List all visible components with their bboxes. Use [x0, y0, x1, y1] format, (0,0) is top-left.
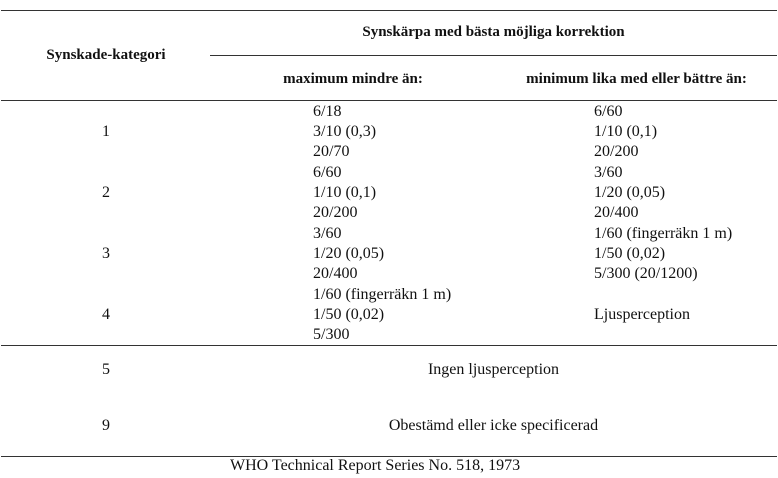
max-acuity-value: 1/20 (0,05): [313, 245, 385, 262]
category-cell: 2: [102, 184, 110, 201]
min-acuity-cell: 6/60 1/10 (0,1) 20/200: [594, 102, 657, 162]
category-cell: 3: [102, 245, 110, 262]
category-4-bottom-rule: [1, 345, 777, 346]
spanning-acuity-cell: Obestämd eller icke specificerad: [388, 417, 599, 434]
max-acuity-value: 1/60 (fingerräkn 1 m): [313, 286, 452, 303]
min-acuity-cell: Ljusperception: [594, 305, 690, 325]
min-acuity-value: 20/200: [594, 143, 639, 160]
min-acuity-value: 1/60 (fingerräkn 1 m): [594, 225, 733, 242]
min-acuity-value: 1/20 (0,05): [594, 184, 666, 201]
max-acuity-cell: 1/60 (fingerräkn 1 m) 1/50 (0,02) 5/300: [313, 285, 451, 345]
category-cell: 4: [102, 306, 110, 323]
min-acuity-cell: 1/60 (fingerräkn 1 m) 1/50 (0,02) 5/300 …: [594, 224, 732, 284]
max-acuity-value: 5/300: [313, 326, 350, 343]
max-acuity-value: 3/60: [313, 225, 342, 242]
max-column-header: maximum mindre än:: [283, 71, 423, 87]
header-group-rule: [210, 55, 777, 56]
acuity-group-header: Synskärpa med bästa möjliga korrektion: [362, 24, 625, 40]
max-acuity-value: 3/10 (0,3): [313, 123, 377, 140]
max-acuity-value: 6/60: [313, 164, 342, 181]
min-acuity-value: 6/60: [594, 103, 623, 120]
category-cell: 5: [102, 361, 110, 378]
table-top-rule: [1, 10, 777, 11]
source-note: WHO Technical Report Series No. 518, 197…: [230, 457, 521, 474]
min-acuity-value: 1/50 (0,02): [594, 245, 666, 262]
min-acuity-value: Ljusperception: [594, 306, 690, 323]
max-acuity-value: 1/10 (0,1): [313, 184, 377, 201]
min-acuity-cell: 3/60 1/20 (0,05) 20/400: [594, 163, 665, 223]
min-acuity-value: 20/400: [594, 204, 639, 221]
category-column-header: Synskade-kategori: [46, 47, 166, 63]
max-acuity-value: 20/200: [313, 204, 358, 221]
header-bottom-rule: [1, 100, 777, 101]
min-acuity-value: 1/10 (0,1): [594, 123, 658, 140]
max-acuity-value: 6/18: [313, 103, 342, 120]
table-bottom-rule: [1, 456, 777, 457]
min-acuity-value: 5/300 (20/1200): [594, 265, 698, 282]
max-acuity-value: 20/400: [313, 265, 358, 282]
spanning-acuity-cell: Ingen ljusperception: [427, 361, 560, 378]
min-column-header: minimum lika med eller bättre än:: [526, 71, 747, 87]
max-acuity-value: 1/50 (0,02): [313, 306, 385, 323]
category-cell: 9: [102, 417, 110, 434]
max-acuity-cell: 6/18 3/10 (0,3) 20/70: [313, 102, 376, 162]
max-acuity-cell: 6/60 1/10 (0,1) 20/200: [313, 163, 376, 223]
category-cell: 1: [102, 123, 110, 140]
max-acuity-cell: 3/60 1/20 (0,05) 20/400: [313, 224, 384, 284]
min-acuity-value: 3/60: [594, 164, 623, 181]
max-acuity-value: 20/70: [313, 143, 350, 160]
